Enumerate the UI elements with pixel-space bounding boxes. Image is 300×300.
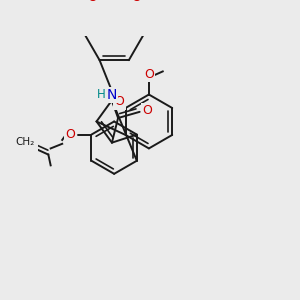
Text: O: O: [142, 104, 152, 117]
Text: H: H: [97, 88, 106, 101]
Text: CH₂: CH₂: [16, 137, 35, 147]
Text: N: N: [107, 88, 117, 102]
Text: O: O: [144, 68, 154, 81]
Text: O: O: [65, 128, 75, 141]
Text: O: O: [132, 0, 142, 4]
Text: O: O: [115, 95, 124, 108]
Text: O: O: [87, 0, 97, 4]
